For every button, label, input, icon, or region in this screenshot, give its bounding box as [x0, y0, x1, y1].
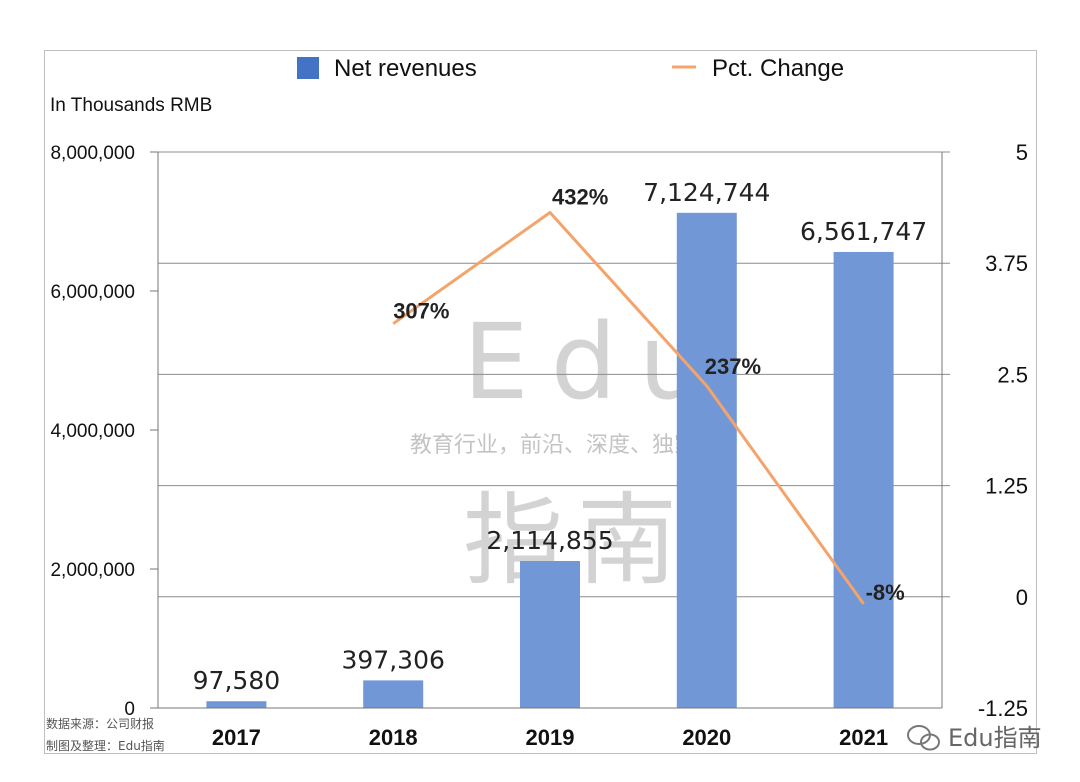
y-right-tick-label: 3.75: [985, 251, 1028, 276]
bar-data-label: 97,580: [193, 666, 280, 695]
unit-label: In Thousands RMB: [50, 95, 212, 116]
legend-label-pct-change: Pct. Change: [712, 55, 844, 82]
bar-net-revenues: [363, 680, 424, 708]
watermark-latin: Edu: [463, 301, 727, 423]
line-data-label: 237%: [705, 354, 761, 379]
y-right-tick-label: 1.25: [985, 474, 1028, 499]
bar-net-revenues: [520, 561, 580, 708]
pct-line: [392, 210, 865, 605]
line-pct-change: [392, 210, 865, 605]
corner-watermark: Edu指南: [907, 724, 1042, 752]
source-line-1: 数据来源：公司财报: [46, 716, 154, 731]
bar-data-label: 7,124,744: [643, 178, 770, 207]
line-data-label: -8%: [866, 580, 905, 605]
line-data-label: 307%: [393, 299, 449, 324]
line-data-label: 432%: [552, 184, 608, 209]
legend-label-net-revenues: Net revenues: [334, 55, 477, 82]
axes: 0 2,000,000 4,000,000 6,000,000 8,000,000 -1.…: [50, 140, 1028, 750]
bar-data-label: 397,306: [342, 645, 445, 674]
bar-net-revenues: [833, 251, 894, 708]
x-tick-label: 2018: [369, 725, 418, 750]
bar-data-label: 2,114,855: [486, 526, 613, 555]
y-left-tick-label: 2,000,000: [50, 560, 135, 581]
y-right-tick-label: 2.5: [997, 362, 1028, 387]
x-tick-label: 2020: [682, 725, 731, 750]
x-tick-label: 2021: [839, 725, 888, 750]
y-left-tick-label: 8,000,000: [50, 143, 135, 164]
x-tick-label: 2019: [526, 725, 575, 750]
x-tick-label: 2017: [212, 725, 261, 750]
y-left-tick-label: 6,000,000: [50, 282, 135, 303]
bar-net-revenues: [206, 701, 267, 708]
legend-swatch-net-revenues: [297, 57, 319, 79]
watermark-slogan: 教育行业，前沿、深度、独家: [410, 433, 696, 458]
y-right-tick-label: 5: [1016, 140, 1028, 165]
corner-watermark-text: Edu指南: [948, 724, 1042, 752]
source-line-2: 制图及整理：Edu指南: [46, 738, 165, 753]
y-left-tick-label: 4,000,000: [50, 421, 135, 442]
chart-frame: [44, 50, 1037, 754]
y-right-tick-label: 0: [1016, 585, 1028, 610]
y-left-tick-label: 0: [124, 699, 135, 720]
wechat-icon: [907, 725, 940, 751]
y-right-tick-label: -1.25: [978, 696, 1028, 721]
bars: [206, 212, 894, 708]
bar-net-revenues: [676, 212, 737, 708]
data-labels: 97,580 397,306 2,114,855 7,124,744 6,561,747…: [193, 178, 928, 695]
bar-data-label: 6,561,747: [800, 217, 927, 246]
legend: Net revenues Pct. Change: [297, 55, 844, 82]
